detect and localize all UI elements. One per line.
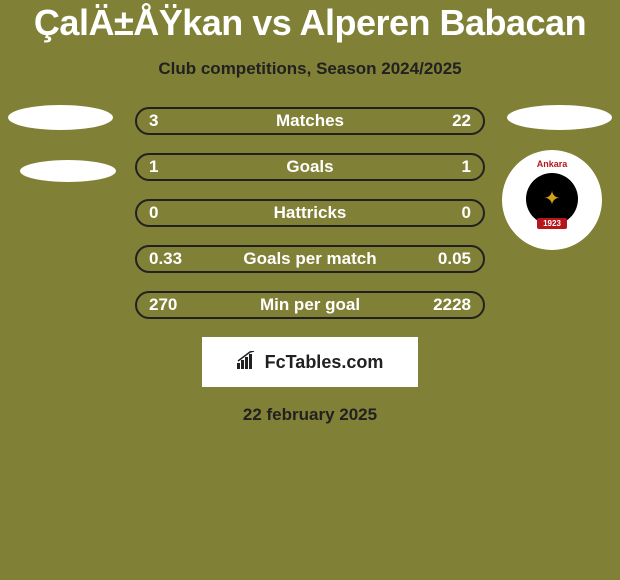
root-container: ÇalÄ±ÅŸkan vs Alperen Babacan Club compe…: [0, 0, 620, 425]
page-title: ÇalÄ±ÅŸkan vs Alperen Babacan: [0, 0, 620, 44]
stats-rows: 3 Matches 22 1 Goals 1 0 Hattricks 0 0.3…: [135, 107, 485, 319]
stat-right-value: 2228: [431, 295, 471, 315]
left-badge-2: [20, 160, 116, 182]
star-icon: ✦: [544, 189, 561, 209]
stat-label: Goals: [189, 157, 431, 177]
right-badge-1: [507, 105, 612, 130]
right-player-badges: [507, 105, 612, 130]
club-badge-year: 1923: [537, 218, 567, 229]
stat-row-matches: 3 Matches 22: [135, 107, 485, 135]
stat-label: Hattricks: [189, 203, 431, 223]
left-player-badges: [8, 105, 116, 182]
brand-box[interactable]: FcTables.com: [202, 337, 418, 387]
stat-right-value: 22: [431, 111, 471, 131]
stat-left-value: 270: [149, 295, 189, 315]
stat-left-value: 1: [149, 157, 189, 177]
stat-left-value: 3: [149, 111, 189, 131]
stat-row-goals-per-match: 0.33 Goals per match 0.05: [135, 245, 485, 273]
chart-icon: [237, 351, 259, 374]
stat-row-hattricks: 0 Hattricks 0: [135, 199, 485, 227]
stat-row-min-per-goal: 270 Min per goal 2228: [135, 291, 485, 319]
stat-row-goals: 1 Goals 1: [135, 153, 485, 181]
stat-left-value: 0.33: [149, 249, 189, 269]
brand-text: FcTables.com: [265, 352, 384, 373]
club-badge: Ankara ✦ 1923: [502, 150, 602, 250]
stat-left-value: 0: [149, 203, 189, 223]
club-badge-top-text: Ankara: [513, 159, 591, 169]
stat-right-value: 0.05: [431, 249, 471, 269]
left-badge-1: [8, 105, 113, 130]
stat-label: Min per goal: [189, 295, 431, 315]
club-badge-inner: Ankara ✦ 1923: [513, 161, 591, 239]
stat-label: Matches: [189, 111, 431, 131]
subtitle: Club competitions, Season 2024/2025: [0, 59, 620, 79]
comparison-area: Ankara ✦ 1923 3 Matches 22 1 Goals 1 0 H…: [0, 107, 620, 425]
stat-right-value: 1: [431, 157, 471, 177]
stat-label: Goals per match: [189, 249, 431, 269]
date-text: 22 february 2025: [0, 405, 620, 425]
stat-right-value: 0: [431, 203, 471, 223]
